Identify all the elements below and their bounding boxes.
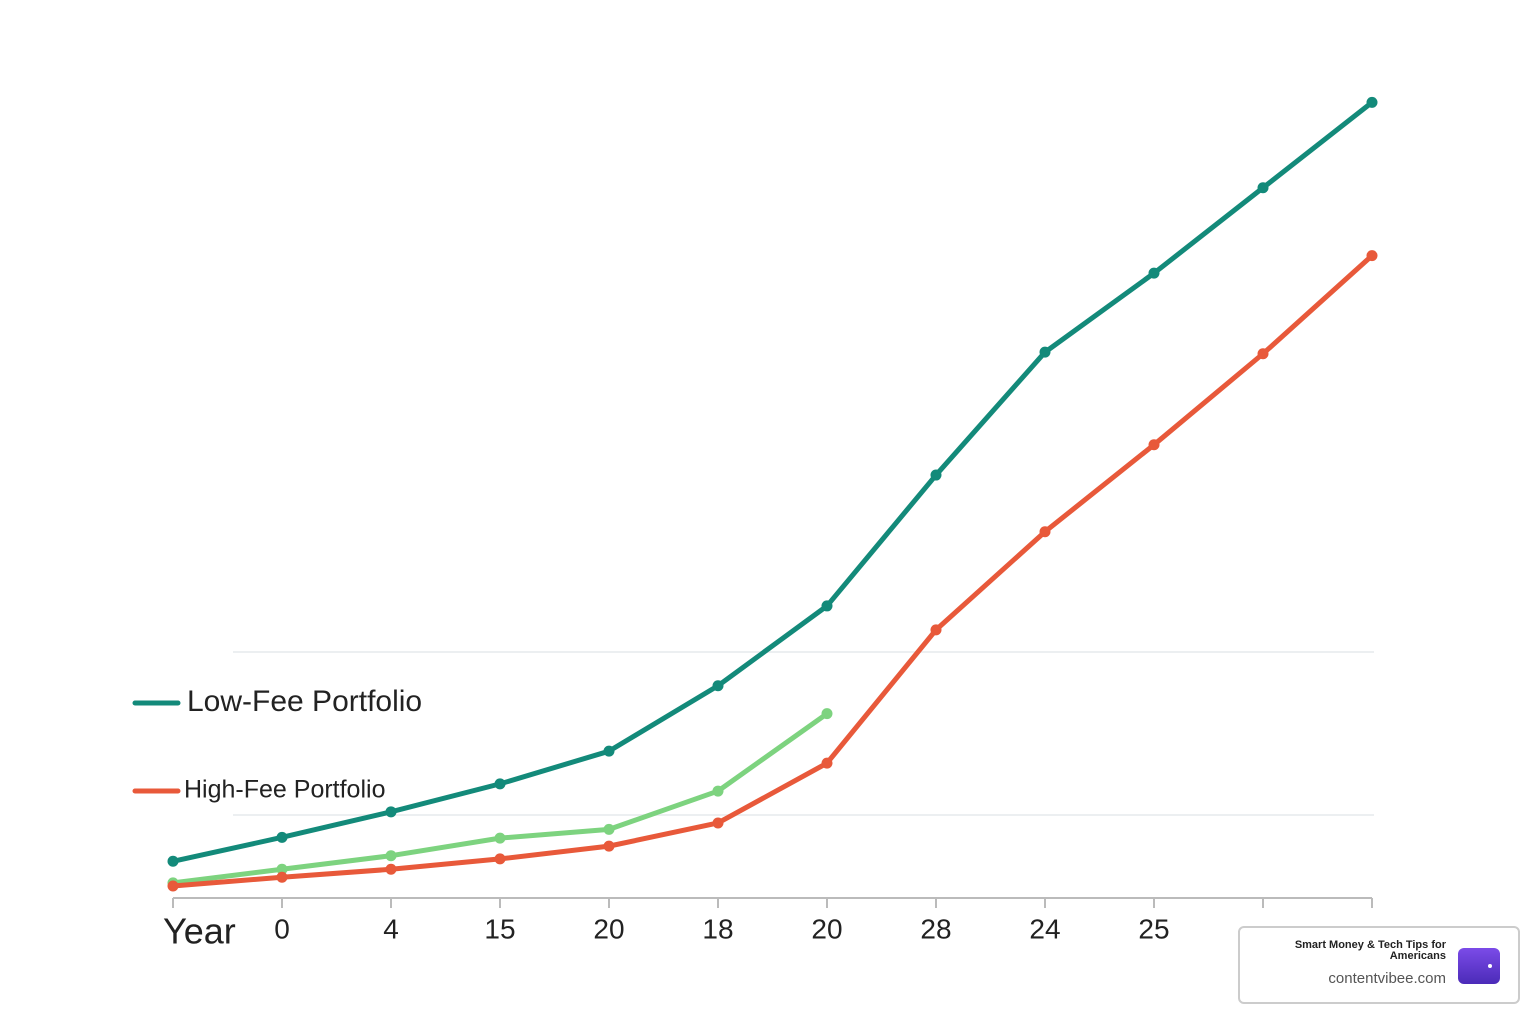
data-point (1257, 348, 1269, 360)
data-point (930, 469, 942, 481)
data-point (385, 850, 397, 862)
badge-tagline: Smart Money & Tech Tips for Americans (1294, 939, 1446, 962)
x-tick-label: 24 (1029, 913, 1060, 944)
data-point (1039, 526, 1051, 538)
data-point (930, 624, 942, 636)
data-point (603, 823, 615, 835)
data-point (494, 778, 506, 790)
x-tick-label: 0 (274, 913, 290, 944)
data-point (167, 855, 179, 867)
wallet-icon (1458, 948, 1500, 984)
x-tick-label: 15 (484, 913, 515, 944)
x-tick-label: 4 (383, 913, 399, 944)
data-point (712, 817, 724, 829)
data-point (494, 853, 506, 865)
data-point (821, 757, 833, 769)
x-tick-label: 20 (593, 913, 624, 944)
data-point (276, 871, 288, 883)
data-point (1148, 439, 1160, 451)
data-point (603, 840, 615, 852)
data-point (494, 832, 506, 844)
data-point (385, 806, 397, 818)
data-point (821, 600, 833, 612)
data-point (712, 785, 724, 797)
data-point (1039, 346, 1051, 358)
legend-label: High-Fee Portfolio (184, 776, 385, 804)
x-tick-label: 25 (1138, 913, 1169, 944)
legend-label: Low-Fee Portfolio (187, 685, 422, 718)
badge: Smart Money & Tech Tips for Americans co… (1238, 926, 1520, 1004)
data-point (1366, 96, 1378, 108)
x-tick-label: 28 (920, 913, 951, 944)
data-point (385, 863, 397, 875)
x-tick-label: 20 (811, 913, 842, 944)
data-point (167, 880, 179, 892)
series-line (172, 100, 1374, 864)
badge-site: contentvibee.com (1328, 970, 1446, 987)
data-point (1257, 182, 1269, 194)
data-point (603, 745, 615, 757)
data-point (1148, 267, 1160, 279)
series-line (172, 253, 1374, 889)
data-point (276, 831, 288, 843)
data-point (276, 863, 288, 875)
x-tick-label: 18 (702, 913, 733, 944)
data-point (821, 708, 833, 720)
x-tick-label: Year (163, 911, 236, 952)
data-point (712, 680, 724, 692)
data-point (1366, 250, 1378, 262)
